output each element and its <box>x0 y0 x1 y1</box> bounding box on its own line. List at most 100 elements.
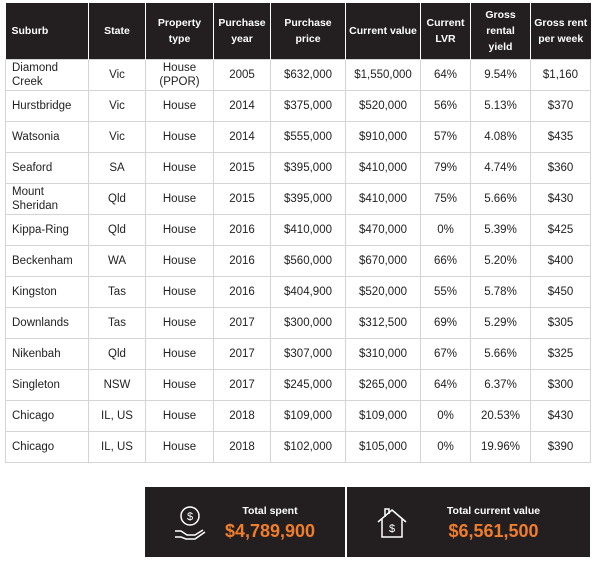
table-cell: 2005 <box>213 59 271 91</box>
table-cell: 2018 <box>213 400 271 432</box>
table-cell: 2018 <box>213 431 271 463</box>
total-value: $6,561,500 <box>448 521 539 541</box>
table-cell: 4.08% <box>470 121 531 153</box>
table-cell: $435 <box>530 121 591 153</box>
column-header: Gross rent per week <box>530 3 591 60</box>
table-cell: Chicago <box>5 431 89 463</box>
table-cell: 79% <box>420 152 471 184</box>
table-cell: 0% <box>420 431 471 463</box>
table-row: Kippa-Ring Qld House 2016 $410,000 $470,000 0%… <box>5 214 591 246</box>
table-row: Hurstbridge Vic House 2014 $375,000 $520,000 5… <box>5 90 591 122</box>
table-cell: $632,000 <box>270 59 346 91</box>
table-cell: $102,000 <box>270 431 346 463</box>
table-cell: Tas <box>88 276 146 308</box>
table-cell: 5.20% <box>470 245 531 277</box>
table-cell: 2015 <box>213 183 271 215</box>
table-cell: $305 <box>530 307 591 339</box>
table-cell: 75% <box>420 183 471 215</box>
total-label: Total spent <box>242 505 298 517</box>
table-cell: $470,000 <box>345 214 421 246</box>
table-cell: $450 <box>530 276 591 308</box>
table-cell: House <box>145 400 214 432</box>
table-cell: Watsonia <box>5 121 89 153</box>
table-cell: House <box>145 276 214 308</box>
table-cell: $1,550,000 <box>345 59 421 91</box>
table-cell: 55% <box>420 276 471 308</box>
table-cell: House <box>145 245 214 277</box>
column-header: Purchase price <box>270 3 346 60</box>
table-cell: $395,000 <box>270 152 346 184</box>
table-row: Chicago IL, US House 2018 $102,000 $105,000 0%… <box>5 431 591 463</box>
table-cell: $360 <box>530 152 591 184</box>
table-cell: WA <box>88 245 146 277</box>
table-cell: 69% <box>420 307 471 339</box>
column-header: Gross rental yield <box>470 3 531 60</box>
table-cell: Vic <box>88 90 146 122</box>
table-cell: Diamond Creek <box>5 59 89 91</box>
money-icon: $ <box>175 506 206 540</box>
table-cell: 0% <box>420 214 471 246</box>
table-cell: 5.66% <box>470 183 531 215</box>
table-cell: $375,000 <box>270 90 346 122</box>
column-header: Current value <box>345 3 421 60</box>
table-cell: 67% <box>420 338 471 370</box>
table-cell: $910,000 <box>345 121 421 153</box>
table-row: Kingston Tas House 2016 $404,900 $520,000 55% 5… <box>5 276 591 308</box>
table-cell: $410,000 <box>270 214 346 246</box>
table-cell: 5.78% <box>470 276 531 308</box>
table-cell: $245,000 <box>270 369 346 401</box>
table-cell: $109,000 <box>270 400 346 432</box>
table-cell: $560,000 <box>270 245 346 277</box>
table-cell: $1,160 <box>530 59 591 91</box>
table-row: Beckenham WA House 2016 $560,000 $670,000 66% 5… <box>5 245 591 277</box>
table-cell: 57% <box>420 121 471 153</box>
header-row: Suburb State Property type Purchase year Pur… <box>5 3 591 60</box>
table-cell: $395,000 <box>270 183 346 215</box>
table-cell: $300,000 <box>270 307 346 339</box>
table-cell: $430 <box>530 183 591 215</box>
table-cell: 2014 <box>213 121 271 153</box>
table-cell: House <box>145 338 214 370</box>
table-cell: $370 <box>530 90 591 122</box>
table-cell: IL, US <box>88 400 146 432</box>
table-cell: $109,000 <box>345 400 421 432</box>
table-cell: $410,000 <box>345 183 421 215</box>
table-cell: House <box>145 183 214 215</box>
table-cell: 2015 <box>213 152 271 184</box>
table-cell: 0% <box>420 400 471 432</box>
table-cell: SA <box>88 152 146 184</box>
table-cell: Vic <box>88 121 146 153</box>
table-cell: House <box>145 121 214 153</box>
table-cell: Qld <box>88 214 146 246</box>
table-cell: Mount Sheridan <box>5 183 89 215</box>
table-cell: 2016 <box>213 245 271 277</box>
table-cell: 64% <box>420 369 471 401</box>
table-cell: 5.29% <box>470 307 531 339</box>
table-cell: Tas <box>88 307 146 339</box>
table-row: Chicago IL, US House 2018 $109,000 $109,000 0%… <box>5 400 591 432</box>
table-cell: Chicago <box>5 400 89 432</box>
table-cell: House <box>145 369 214 401</box>
house-icon: $ <box>377 508 407 538</box>
table-cell: $400 <box>530 245 591 277</box>
table-cell: Kingston <box>5 276 89 308</box>
table-cell: NSW <box>88 369 146 401</box>
table-cell: Qld <box>88 183 146 215</box>
table-cell: 66% <box>420 245 471 277</box>
total-value: $4,789,900 <box>224 521 316 541</box>
table-cell: $425 <box>530 214 591 246</box>
table-cell: 19.96% <box>470 431 531 463</box>
table-row: Watsonia Vic House 2014 $555,000 $910,000 57% 4… <box>5 121 591 153</box>
table-cell: 6.37% <box>470 369 531 401</box>
total-label: Total current value <box>446 505 541 517</box>
table-cell: Qld <box>88 338 146 370</box>
table-row: Downlands Tas House 2017 $300,000 $312,500 69%… <box>5 307 591 339</box>
table-cell: $312,500 <box>345 307 421 339</box>
total-box: $ Total spent $4,789,900 <box>145 487 345 557</box>
table-cell: Seaford <box>5 152 89 184</box>
table-row: Nikenbah Qld House 2017 $307,000 $310,000 67% 5… <box>5 338 591 370</box>
table-cell: Nikenbah <box>5 338 89 370</box>
table-cell: Downlands <box>5 307 89 339</box>
table-cell: House (PPOR) <box>145 59 214 91</box>
